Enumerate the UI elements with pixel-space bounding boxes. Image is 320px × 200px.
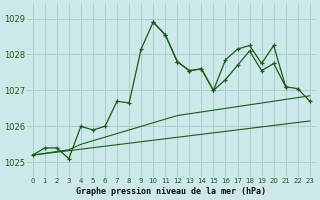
X-axis label: Graphe pression niveau de la mer (hPa): Graphe pression niveau de la mer (hPa) (76, 187, 266, 196)
